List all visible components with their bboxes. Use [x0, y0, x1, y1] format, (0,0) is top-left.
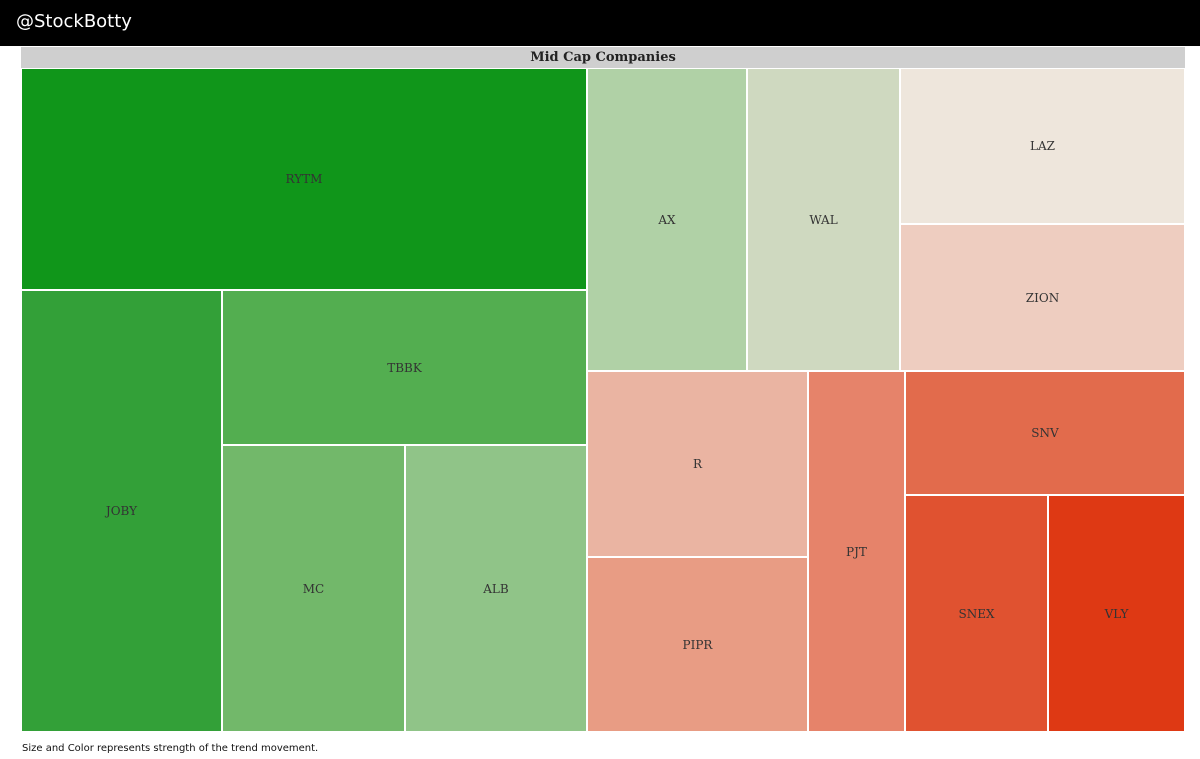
- tile-label: MC: [302, 581, 325, 596]
- tile-label: ZION: [1025, 290, 1060, 305]
- tile-rytm: RYTM: [21, 68, 587, 290]
- tile-mc: MC: [222, 445, 405, 732]
- tile-pjt: PJT: [808, 371, 905, 732]
- tile-r: R: [587, 371, 808, 557]
- tile-label: RYTM: [285, 172, 323, 186]
- tile-wal: WAL: [747, 68, 900, 371]
- tile-joby: JOBY: [21, 290, 222, 732]
- tile-label: SNV: [1031, 426, 1059, 440]
- tile-label: SNEX: [958, 606, 995, 621]
- footnote: Size and Color represents strength of th…: [22, 743, 319, 754]
- tile-vly: VLY: [1048, 495, 1185, 732]
- chart-title: Mid Cap Companies: [21, 47, 1185, 68]
- tile-label: TBBK: [387, 360, 422, 375]
- tile-label: R: [692, 457, 703, 471]
- tile-label: LAZ: [1030, 139, 1055, 153]
- tile-alb: ALB: [405, 445, 587, 732]
- treemap: RYTM JOBY TBBK MC ALB AX WAL LAZ ZION R PIPR PJT SNV…: [21, 68, 1185, 732]
- tile-zion: ZION: [900, 224, 1185, 371]
- tile-snex: SNEX: [905, 495, 1048, 732]
- tile-pipr: PIPR: [587, 557, 808, 732]
- brand-handle: @StockBotty: [16, 11, 132, 32]
- tile-snv: SNV: [905, 371, 1185, 495]
- tile-label: AX: [658, 212, 676, 227]
- tile-label: ALB: [483, 581, 509, 596]
- tile-label: PJT: [846, 544, 867, 559]
- tile-label: VLY: [1104, 606, 1129, 621]
- top-bar: @StockBotty: [0, 0, 1200, 46]
- tile-label: WAL: [809, 212, 838, 227]
- tile-label: JOBY: [105, 504, 138, 518]
- tile-laz: LAZ: [900, 68, 1185, 224]
- tile-label: PIPR: [682, 637, 713, 652]
- tile-ax: AX: [587, 68, 747, 371]
- tile-tbbk: TBBK: [222, 290, 587, 445]
